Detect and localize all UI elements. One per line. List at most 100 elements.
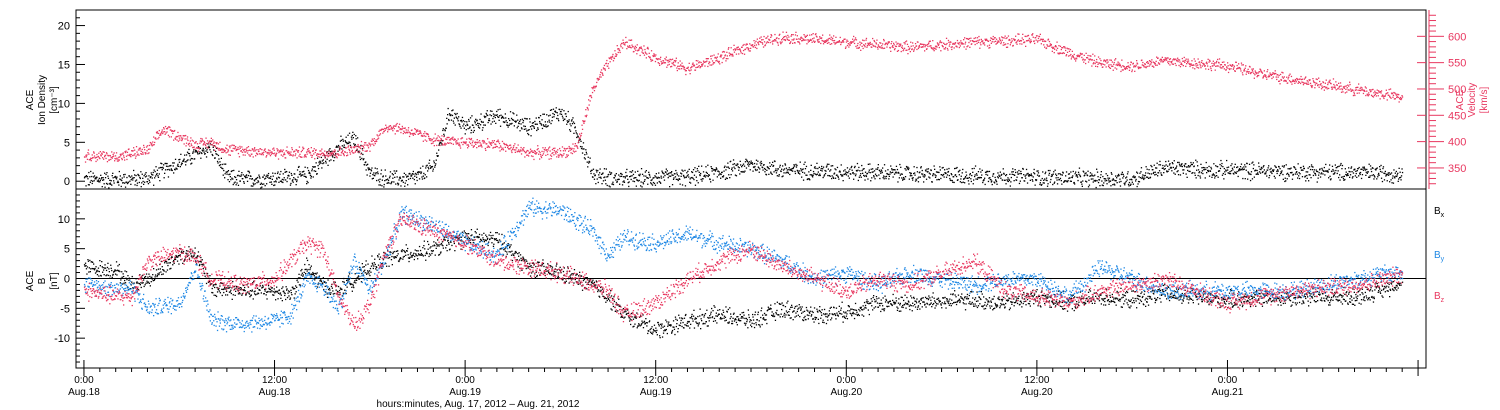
- density-series-point: [1247, 179, 1248, 180]
- velocity-series-point: [267, 153, 268, 154]
- velocity-series-point: [171, 136, 172, 137]
- velocity-series-point: [1102, 66, 1103, 67]
- density-series-point: [408, 176, 409, 177]
- density-series-point: [366, 169, 367, 170]
- density-series-point: [591, 170, 592, 171]
- density-series-point: [1044, 182, 1045, 183]
- density-series-point: [1127, 171, 1128, 172]
- velocity-series-point: [530, 149, 531, 150]
- density-series-point: [153, 185, 154, 186]
- density-series-point: [1102, 176, 1103, 177]
- density-series-point: [204, 152, 205, 153]
- density-series-point: [1361, 178, 1362, 179]
- density-series-point: [633, 174, 634, 175]
- velocity-axis-title-line: [km/s]: [1479, 86, 1490, 113]
- velocity-series-point: [561, 156, 562, 157]
- density-series-point: [1128, 184, 1129, 185]
- density-series-point: [672, 175, 673, 176]
- density-series-point: [976, 173, 977, 174]
- velocity-series-point: [588, 99, 589, 100]
- velocity-series-point: [314, 158, 315, 159]
- density-series-point: [367, 174, 368, 175]
- density-series-point: [376, 172, 377, 173]
- velocity-series-point: [266, 155, 267, 156]
- density-series-point: [222, 168, 223, 169]
- density-series-point: [124, 176, 125, 177]
- velocity-series-point: [981, 39, 982, 40]
- velocity-series-point: [411, 129, 412, 130]
- velocity-series-point: [559, 155, 560, 156]
- density-series-point: [889, 176, 890, 177]
- density-series-point: [883, 175, 884, 176]
- density-series-point: [732, 170, 733, 171]
- density-series-point: [338, 145, 339, 146]
- velocity-series-point: [1001, 42, 1002, 43]
- velocity-series-point: [952, 46, 953, 47]
- velocity-series-point: [164, 128, 165, 129]
- velocity-series-point: [294, 151, 295, 152]
- density-series-point: [884, 178, 885, 179]
- velocity-series-point: [704, 65, 705, 66]
- density-series-point: [973, 183, 974, 184]
- density-tick-label: 0: [64, 176, 70, 188]
- density-series-point: [1225, 174, 1226, 175]
- density-series-point: [1072, 177, 1073, 178]
- density-series-point: [896, 166, 897, 167]
- density-series-point: [222, 164, 223, 165]
- density-series-point: [1383, 166, 1384, 167]
- density-series-point: [229, 174, 230, 175]
- density-series-point: [970, 178, 971, 179]
- velocity-series-point: [515, 149, 516, 150]
- density-series-point: [498, 117, 499, 118]
- density-series-point: [824, 174, 825, 175]
- velocity-series-point: [949, 44, 950, 45]
- velocity-series-point: [185, 145, 186, 146]
- velocity-series-point: [910, 42, 911, 43]
- velocity-series-point: [856, 48, 857, 49]
- velocity-series-point: [934, 50, 935, 51]
- density-series-point: [706, 175, 707, 176]
- density-series-point: [348, 143, 349, 144]
- velocity-series-point: [407, 132, 408, 133]
- density-series-point: [1184, 166, 1185, 167]
- velocity-series-point: [1043, 39, 1044, 40]
- density-series-point: [777, 175, 778, 176]
- density-series-point: [1375, 169, 1376, 170]
- velocity-series-point: [593, 86, 594, 87]
- velocity-series-point: [588, 109, 589, 110]
- velocity-series-point: [310, 155, 311, 156]
- density-series-point: [1210, 171, 1211, 172]
- density-series-point: [1287, 173, 1288, 174]
- density-series-point: [552, 113, 553, 114]
- velocity-series-point: [984, 44, 985, 45]
- velocity-series-point: [710, 56, 711, 57]
- density-series-point: [180, 154, 181, 155]
- density-series-point: [1091, 174, 1092, 175]
- velocity-series-point: [968, 42, 969, 43]
- density-series-point: [785, 164, 786, 165]
- density-series-point: [342, 139, 343, 140]
- density-series-point: [893, 176, 894, 177]
- density-series-point: [588, 157, 589, 158]
- density-series-point: [197, 152, 198, 153]
- velocity-series-point: [761, 36, 762, 37]
- velocity-series-point: [1044, 47, 1045, 48]
- density-series-point: [1351, 166, 1352, 167]
- density-series-point: [572, 117, 573, 118]
- density-series-point: [433, 160, 434, 161]
- density-series-point: [165, 169, 166, 170]
- velocity-series-point: [1032, 33, 1033, 34]
- density-series-point: [1101, 180, 1102, 181]
- velocity-series-point: [405, 127, 406, 128]
- density-series-point: [971, 175, 972, 176]
- velocity-series-point: [900, 44, 901, 45]
- velocity-series-point: [424, 135, 425, 136]
- density-series-point: [825, 171, 826, 172]
- velocity-series-point: [758, 42, 759, 43]
- density-series-point: [1330, 178, 1331, 179]
- density-series-point: [1344, 176, 1345, 177]
- velocity-series-point: [763, 36, 764, 37]
- density-series-point: [632, 181, 633, 182]
- density-series-point: [469, 126, 470, 127]
- density-series-point: [91, 176, 92, 177]
